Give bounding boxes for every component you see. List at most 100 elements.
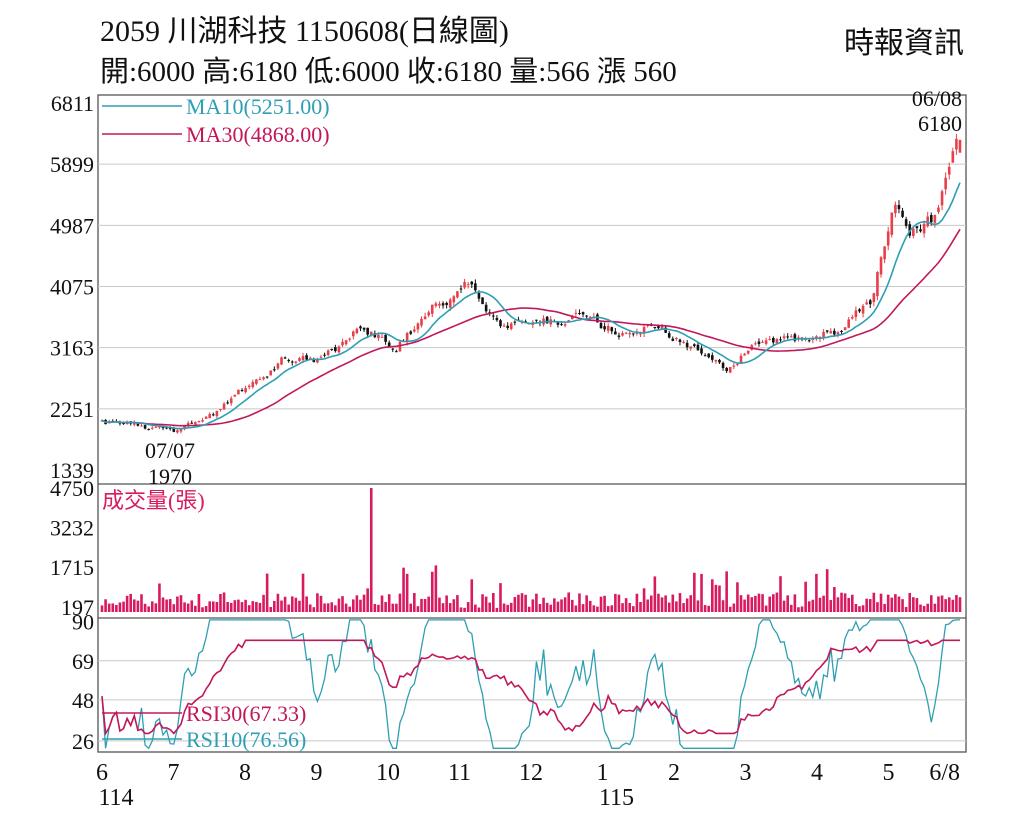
volume-bar: [366, 588, 369, 612]
candle-body: [434, 303, 438, 306]
x-year-label: 115: [599, 785, 634, 811]
volume-bar: [635, 593, 639, 612]
volume-bar: [197, 593, 201, 612]
volume-bar: [509, 602, 513, 612]
volume-bar: [319, 595, 323, 612]
candle-body: [244, 387, 247, 393]
candle-body: [890, 212, 894, 235]
candle-body: [229, 398, 233, 404]
candle-body: [721, 362, 725, 369]
volume-bar: [229, 602, 233, 612]
volume-bar: [215, 601, 219, 612]
candle-body: [384, 334, 387, 342]
volume-bar: [632, 606, 635, 612]
candle-body: [165, 427, 168, 429]
candle-body: [208, 414, 211, 419]
candle-body: [484, 304, 488, 312]
volume-bar: [247, 605, 251, 612]
candle-body: [761, 341, 764, 343]
volume-bar: [667, 602, 671, 612]
volume-bar: [391, 603, 395, 612]
volume-bar: [653, 576, 657, 612]
candle-body: [739, 355, 743, 364]
candle-body: [606, 325, 610, 331]
candle-body: [833, 330, 836, 335]
candle-body: [754, 343, 757, 345]
candle-body: [901, 210, 904, 217]
volume-bar: [104, 599, 107, 612]
candle-body: [441, 303, 445, 306]
volume-bar: [190, 600, 194, 612]
volume-bar: [211, 601, 215, 612]
candle-body: [204, 416, 208, 419]
candle-body: [829, 331, 833, 334]
volume-bar: [129, 593, 133, 612]
candle-body: [355, 328, 359, 334]
candle-body: [430, 304, 434, 314]
volume-bar: [226, 602, 229, 612]
volume-bar: [488, 602, 492, 612]
volume-bar: [524, 594, 527, 612]
volume-bar: [100, 605, 104, 612]
volume-bar: [789, 604, 793, 612]
volume-bar: [772, 594, 775, 612]
volume-bar: [933, 603, 937, 612]
volume-bar: [567, 592, 570, 612]
candle-body: [438, 303, 441, 306]
candle-body: [535, 319, 538, 321]
candle-body: [495, 317, 499, 321]
volume-bar: [323, 603, 326, 612]
candle-body: [506, 325, 509, 328]
volume-bar: [362, 594, 366, 612]
candle-body: [563, 324, 567, 326]
volume-bar: [642, 588, 646, 612]
candle-body: [617, 335, 621, 337]
candle-body: [301, 356, 305, 361]
volume-bar: [553, 598, 556, 612]
volume-bar: [890, 597, 894, 612]
volume-bar: [570, 599, 574, 612]
candle-body: [678, 339, 682, 343]
volume-bar: [894, 594, 897, 612]
candle-body: [502, 325, 506, 327]
price-y-tick: 6811: [51, 91, 94, 116]
volume-bar: [355, 595, 359, 612]
candle-body: [768, 339, 772, 341]
candle-body: [366, 327, 369, 335]
volume-bar: [348, 606, 352, 612]
candle-body: [628, 332, 632, 335]
volume-bar: [204, 606, 208, 612]
volume-bar: [158, 583, 161, 612]
volume-bar: [172, 604, 176, 612]
candle-body: [782, 336, 786, 339]
price-y-tick: 4075: [50, 275, 94, 300]
volume-bar: [344, 603, 348, 612]
x-tick: 11: [448, 760, 471, 786]
candle-body: [147, 428, 150, 430]
volume-bar: [255, 601, 258, 612]
candle-body: [682, 341, 685, 344]
volume-bar: [150, 601, 154, 612]
candle-body: [265, 376, 269, 378]
candle-body: [578, 313, 581, 315]
volume-bar: [657, 593, 660, 612]
volume-bar: [660, 597, 664, 612]
x-tick: 3: [740, 760, 752, 786]
candle-body: [369, 331, 373, 336]
candle-body: [696, 344, 700, 351]
candle-body: [280, 357, 283, 365]
candle-body: [273, 369, 276, 371]
candle-body: [251, 381, 255, 388]
candle-body: [136, 423, 140, 426]
volume-bar: [868, 599, 872, 612]
x-tick: 10: [376, 760, 400, 786]
volume-bar: [513, 597, 517, 612]
volume-bar: [743, 599, 746, 612]
candle-body: [929, 215, 933, 223]
volume-bar: [671, 594, 675, 612]
candle-body: [513, 321, 517, 323]
candle-body: [639, 333, 642, 335]
volume-bar: [492, 592, 495, 612]
candle-body: [861, 305, 865, 314]
volume-bar: [786, 595, 789, 612]
